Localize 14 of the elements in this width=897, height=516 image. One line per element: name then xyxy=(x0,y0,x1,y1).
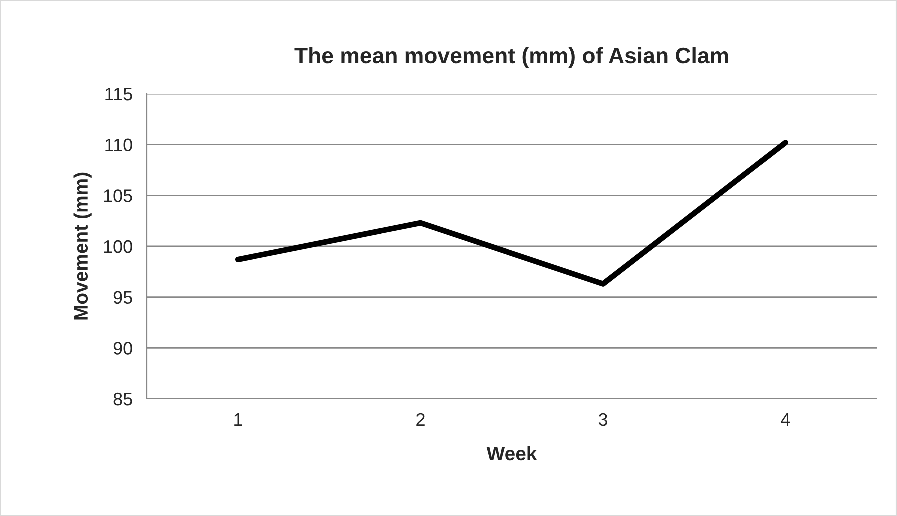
y-tick-label: 90 xyxy=(114,342,132,355)
y-axis-title: Movement (mm) xyxy=(74,172,92,320)
y-tick-label: 110 xyxy=(106,138,132,152)
y-tick-label: 85 xyxy=(114,392,132,406)
x-tick-label: 3 xyxy=(598,413,608,426)
chart-title: The mean movement (mm) of Asian Clam xyxy=(294,47,728,68)
x-axis-title: Week xyxy=(486,446,538,461)
x-tick-label: 2 xyxy=(416,413,425,426)
y-tick-label: 115 xyxy=(106,88,132,101)
x-tick-label: 4 xyxy=(781,414,790,426)
x-tick-label: 1 xyxy=(234,414,242,426)
y-tick-label: 105 xyxy=(104,190,132,202)
y-tick-label: 100 xyxy=(104,240,132,254)
y-tick-label: 95 xyxy=(114,291,132,304)
